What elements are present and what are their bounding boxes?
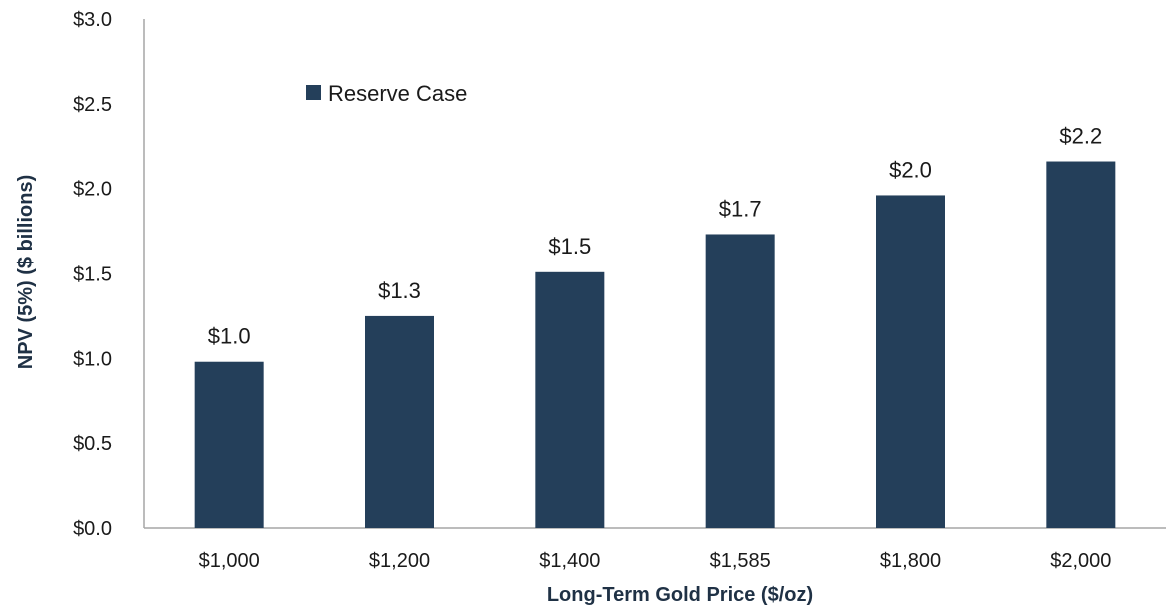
- y-tick-label: $0.0: [73, 518, 112, 540]
- bar-data-label: $1.3: [378, 278, 421, 303]
- y-axis-title: NPV (5%) ($ billions): [15, 175, 37, 369]
- bar-data-label: $2.0: [889, 157, 932, 182]
- bar: [876, 195, 945, 528]
- bar: [365, 315, 434, 528]
- bar-data-label: $1.5: [548, 234, 591, 259]
- y-tick-label: $1.5: [73, 264, 112, 286]
- x-axis-title: Long-Term Gold Price ($/oz): [547, 584, 813, 606]
- y-axis-ticks: $0.0 $0.5 $1.0 $1.5 $2.0 $2.5 $3.0: [73, 9, 112, 540]
- legend: Reserve Case: [306, 81, 467, 106]
- x-tick-label: $1,800: [880, 550, 941, 572]
- x-tick-label: $1,400: [539, 550, 600, 572]
- x-tick-label: $1,585: [710, 550, 771, 572]
- x-tick-label: $2,000: [1050, 550, 1111, 572]
- y-tick-label: $2.0: [73, 179, 112, 201]
- bar: [535, 271, 605, 528]
- x-axis-ticks: $1,000 $1,200 $1,400 $1,585 $1,800 $2,000: [199, 550, 1112, 572]
- y-tick-label: $1.0: [73, 348, 112, 370]
- bar-data-label: $1.0: [208, 324, 251, 349]
- y-tick-label: $2.5: [73, 94, 112, 116]
- y-tick-label: $0.5: [73, 433, 112, 455]
- bar-data-label: $1.7: [719, 196, 762, 221]
- legend-label-reserve-case: Reserve Case: [328, 81, 467, 106]
- x-tick-label: $1,200: [369, 550, 430, 572]
- bar-data-label: $2.2: [1059, 124, 1102, 149]
- legend-swatch-reserve-case: [306, 85, 321, 100]
- bar: [1046, 161, 1116, 528]
- bar: [194, 361, 264, 528]
- bar: [705, 234, 775, 528]
- y-tick-label: $3.0: [73, 9, 112, 31]
- bar-series: $1.0 $1.3 $1.5 $1.7 $2.0 $2.2: [194, 124, 1116, 528]
- x-tick-label: $1,000: [199, 550, 260, 572]
